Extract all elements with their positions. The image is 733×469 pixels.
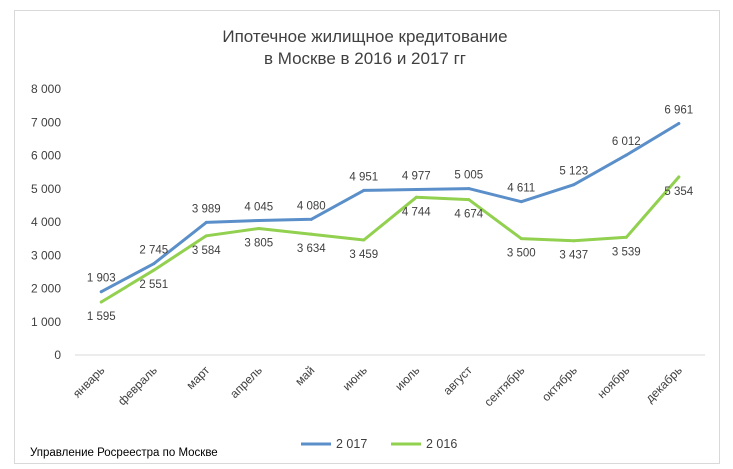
y-axis-ticks: 0 1 000 2 000 3 000 4 000 5 000 6 000 7 000 8 00… (31, 82, 61, 362)
data-point (624, 235, 628, 239)
line-chart: Ипотечное жилищное кредитование в Москве… (30, 27, 705, 459)
y-tick-label: 0 (54, 348, 61, 362)
y-tick-label: 8 000 (31, 82, 61, 96)
data-point (152, 268, 156, 272)
data-label: 6 961 (664, 105, 693, 117)
chart-title-line-1: Ипотечное жилищное кредитование (222, 27, 507, 46)
data-point (362, 188, 366, 192)
data-point (152, 262, 156, 266)
data-label: 4 674 (454, 209, 483, 221)
x-tick-label: март (183, 363, 212, 392)
series-line-1 (99, 175, 681, 304)
x-tick-label: август (440, 363, 475, 398)
chart-frame: Ипотечное жилищное кредитование в Москве… (14, 10, 720, 464)
series-line-0 (99, 122, 681, 294)
data-point (414, 195, 418, 199)
x-tick-label: июнь (340, 363, 370, 393)
data-label: 4 045 (244, 202, 273, 214)
chart-title-line-2: в Москве в 2016 и 2017 гг (264, 49, 466, 68)
data-label: 5 123 (559, 166, 588, 178)
legend-label-2016: 2 016 (426, 437, 457, 451)
data-point (309, 232, 313, 236)
y-tick-label: 6 000 (31, 149, 61, 163)
y-tick-label: 3 000 (31, 248, 61, 262)
x-tick-label: декабрь (643, 363, 685, 405)
data-label: 4 611 (507, 183, 535, 195)
legend: 2 017 2 016 (301, 437, 457, 451)
x-tick-label: апрель (227, 363, 265, 401)
data-point (519, 237, 523, 241)
x-tick-label: февраль (115, 363, 160, 408)
y-tick-label: 2 000 (31, 282, 61, 296)
data-label: 3 989 (192, 203, 221, 215)
series-lines (99, 122, 681, 304)
data-point (519, 200, 523, 204)
data-point (677, 175, 681, 179)
data-label: 3 539 (612, 246, 641, 258)
data-point (204, 220, 208, 224)
data-label: 3 805 (244, 237, 273, 249)
data-labels: 1 903 2 745 3 989 4 045 4 080 4 951 4 977 5 005… (87, 105, 694, 323)
data-point (467, 198, 471, 202)
data-label: 2 745 (139, 245, 168, 257)
x-tick-label: июль (392, 363, 422, 393)
data-label: 3 634 (297, 243, 326, 255)
y-tick-label: 4 000 (31, 215, 61, 229)
data-label: 3 437 (559, 250, 588, 262)
data-label: 2 551 (139, 279, 168, 291)
data-label: 3 459 (349, 249, 378, 261)
data-point (572, 239, 576, 243)
data-label: 4 080 (297, 200, 326, 212)
data-label: 6 012 (612, 136, 641, 148)
data-point (467, 187, 471, 191)
data-label: 4 977 (402, 171, 431, 183)
x-tick-label: ноябрь (594, 363, 632, 401)
y-tick-label: 7 000 (31, 115, 61, 129)
data-label: 5 005 (454, 170, 483, 182)
data-label: 5 354 (664, 186, 693, 198)
x-tick-label: октябрь (539, 363, 580, 404)
x-tick-label: январь (70, 363, 107, 400)
data-label: 3 584 (192, 245, 221, 257)
data-point (677, 122, 681, 126)
source-note: Управление Росреестра по Москве (30, 447, 218, 459)
data-label: 3 500 (507, 248, 536, 260)
y-tick-label: 5 000 (31, 182, 61, 196)
data-point (572, 183, 576, 187)
data-point (99, 300, 103, 304)
data-point (309, 217, 313, 221)
data-point (624, 153, 628, 157)
data-point (414, 188, 418, 192)
data-label: 1 903 (87, 273, 116, 285)
data-point (99, 290, 103, 294)
y-tick-label: 1 000 (31, 315, 61, 329)
data-point (362, 238, 366, 242)
data-label: 4 744 (402, 206, 431, 218)
legend-label-2017: 2 017 (336, 437, 367, 451)
x-axis-ticks: январь февраль март апрель май июнь июль август… (70, 363, 685, 409)
data-point (257, 219, 261, 223)
data-point (257, 226, 261, 230)
data-label: 1 595 (87, 311, 116, 323)
x-tick-label: май (292, 363, 317, 388)
x-tick-label: сентябрь (481, 363, 527, 409)
data-point (204, 234, 208, 238)
data-label: 4 951 (349, 171, 378, 183)
